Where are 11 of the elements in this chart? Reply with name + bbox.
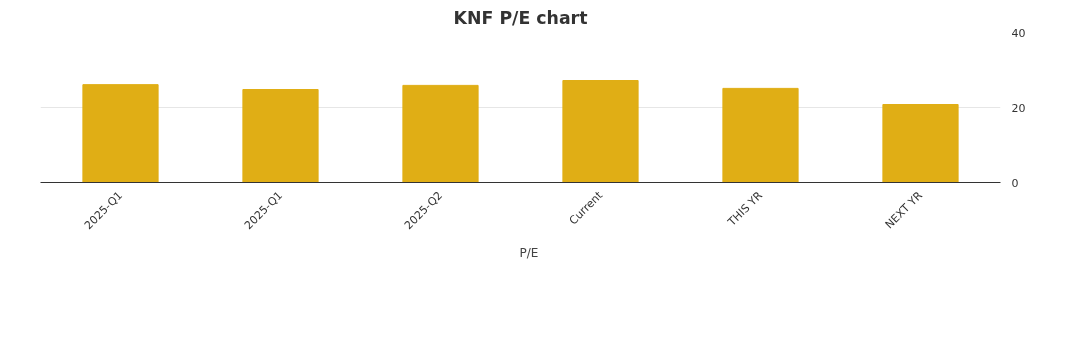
chart-title: KNF P/E chart [453, 7, 588, 28]
bar [242, 89, 319, 183]
bar [722, 87, 799, 183]
bar [402, 84, 479, 183]
y-tick-label: 40 [1011, 26, 1026, 40]
y-tick-label: 0 [1011, 176, 1019, 190]
bar [562, 80, 639, 183]
bar [882, 104, 959, 183]
bar [82, 84, 159, 183]
y-tick-label: 20 [1011, 101, 1026, 115]
text: P/E [519, 246, 540, 260]
